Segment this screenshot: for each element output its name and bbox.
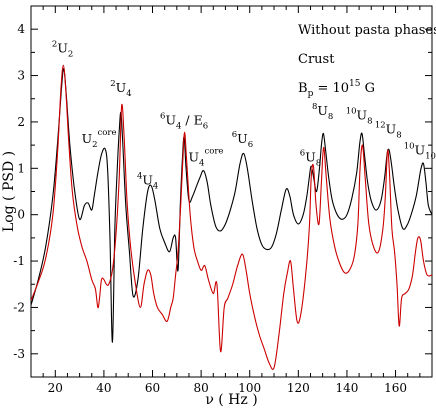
peak-label-part: core — [204, 146, 223, 156]
peak-label-part: 10 — [404, 141, 415, 151]
y-tick-label: -3 — [13, 347, 25, 361]
peak-label: 6U6 — [232, 130, 253, 150]
peak-label-part: 4 — [126, 89, 131, 99]
series-line-black — [31, 68, 432, 343]
peak-label-part: 6 — [160, 111, 165, 121]
peak-label-part: / E — [181, 112, 202, 127]
y-axis-label: Log ( PSD ) — [1, 151, 17, 232]
annotation-field-tail: G — [360, 81, 375, 96]
peak-label: 4U4 — [137, 172, 158, 192]
y-tick-label: 1 — [17, 161, 25, 175]
y-tick-label: 2 — [17, 115, 25, 129]
annotation-field-sup: 15 — [349, 79, 361, 89]
peak-label-part: 2 — [110, 79, 115, 89]
peak-label: 6U8 — [300, 148, 321, 168]
peak-label-part: 10 — [425, 151, 436, 161]
peak-label-part: 6 — [300, 148, 305, 158]
peak-label: 8U8 — [312, 102, 333, 122]
peak-label-part: 4 — [199, 158, 204, 168]
x-tick-label: 80 — [193, 381, 208, 395]
peak-label: 6U4 / E6 — [160, 111, 208, 131]
peak-label-part: U — [82, 131, 93, 146]
peak-label: 2U4 — [110, 79, 131, 99]
peak-label: U4core — [189, 146, 224, 168]
axis-ticks — [30, 5, 433, 378]
peak-label: 12U8 — [375, 121, 402, 141]
peak-label-part: 2 — [52, 39, 57, 49]
x-tick-label: 40 — [96, 381, 111, 395]
x-tick-label: 140 — [335, 381, 358, 395]
annotation-field: Bp = 1015 G — [298, 79, 375, 99]
peak-label-part: U — [189, 149, 200, 164]
peak-label-part: 8 — [312, 102, 317, 112]
x-tick-label: 60 — [145, 381, 160, 395]
y-tick-label: 3 — [17, 69, 25, 83]
x-axis-label: ν ( Hz ) — [205, 392, 257, 408]
peak-label-part: 2 — [68, 49, 73, 59]
peak-label-part: 8 — [328, 112, 333, 122]
x-tick-label: 160 — [384, 381, 407, 395]
y-tick-label: -1 — [13, 254, 25, 268]
peak-label-part: 8 — [316, 158, 321, 168]
x-tick-label: 20 — [48, 381, 63, 395]
peak-label: U2core — [82, 128, 117, 150]
peak-label-part: 2 — [92, 140, 97, 150]
peak-label: 10U8 — [346, 107, 373, 127]
peak-label: 10U10 — [404, 141, 436, 161]
peak-label-part: U — [57, 40, 68, 55]
annotation-crust: Crust — [298, 52, 335, 67]
series-group — [31, 64, 432, 370]
annotation-field-sub: p — [308, 89, 314, 99]
peak-label-part: 6 — [203, 121, 208, 131]
peak-label-part: 10 — [346, 107, 357, 117]
peak-label: 2U2 — [52, 39, 73, 59]
peak-label-part: U — [305, 149, 316, 164]
peak-label-part: 8 — [367, 117, 372, 127]
peak-label-part: U — [116, 80, 127, 95]
peak-label-part: 4 — [137, 172, 142, 182]
peak-label-part: 8 — [396, 131, 401, 141]
peak-label-part: U — [142, 173, 153, 188]
y-tick-label: -2 — [13, 300, 25, 314]
peak-label-part: core — [98, 128, 117, 138]
annotation-field-mid: = 10 — [313, 81, 349, 96]
annotation-title: Without pasta phases — [298, 23, 436, 38]
peak-label-part: U — [386, 122, 397, 137]
x-tick-label: 120 — [287, 381, 310, 395]
peak-label-part: U — [357, 108, 368, 123]
annotation-field-base: B — [298, 81, 308, 96]
plot-frame — [30, 5, 433, 378]
peak-label-part: U — [237, 131, 248, 146]
peak-label-part: 6 — [232, 130, 237, 140]
x-tick-label: 100 — [238, 381, 261, 395]
series-line-red — [31, 64, 432, 370]
y-tick-label: 4 — [17, 22, 25, 36]
peak-label-part: 4 — [153, 182, 158, 192]
peak-label-part: U — [165, 112, 176, 127]
peak-label-part: U — [317, 103, 328, 118]
peak-label-part: U — [415, 142, 426, 157]
y-tick-label: 0 — [17, 208, 25, 222]
peak-label-part: 4 — [176, 121, 181, 131]
peak-label-part: 6 — [248, 140, 253, 150]
peak-label-part: 12 — [375, 121, 386, 131]
